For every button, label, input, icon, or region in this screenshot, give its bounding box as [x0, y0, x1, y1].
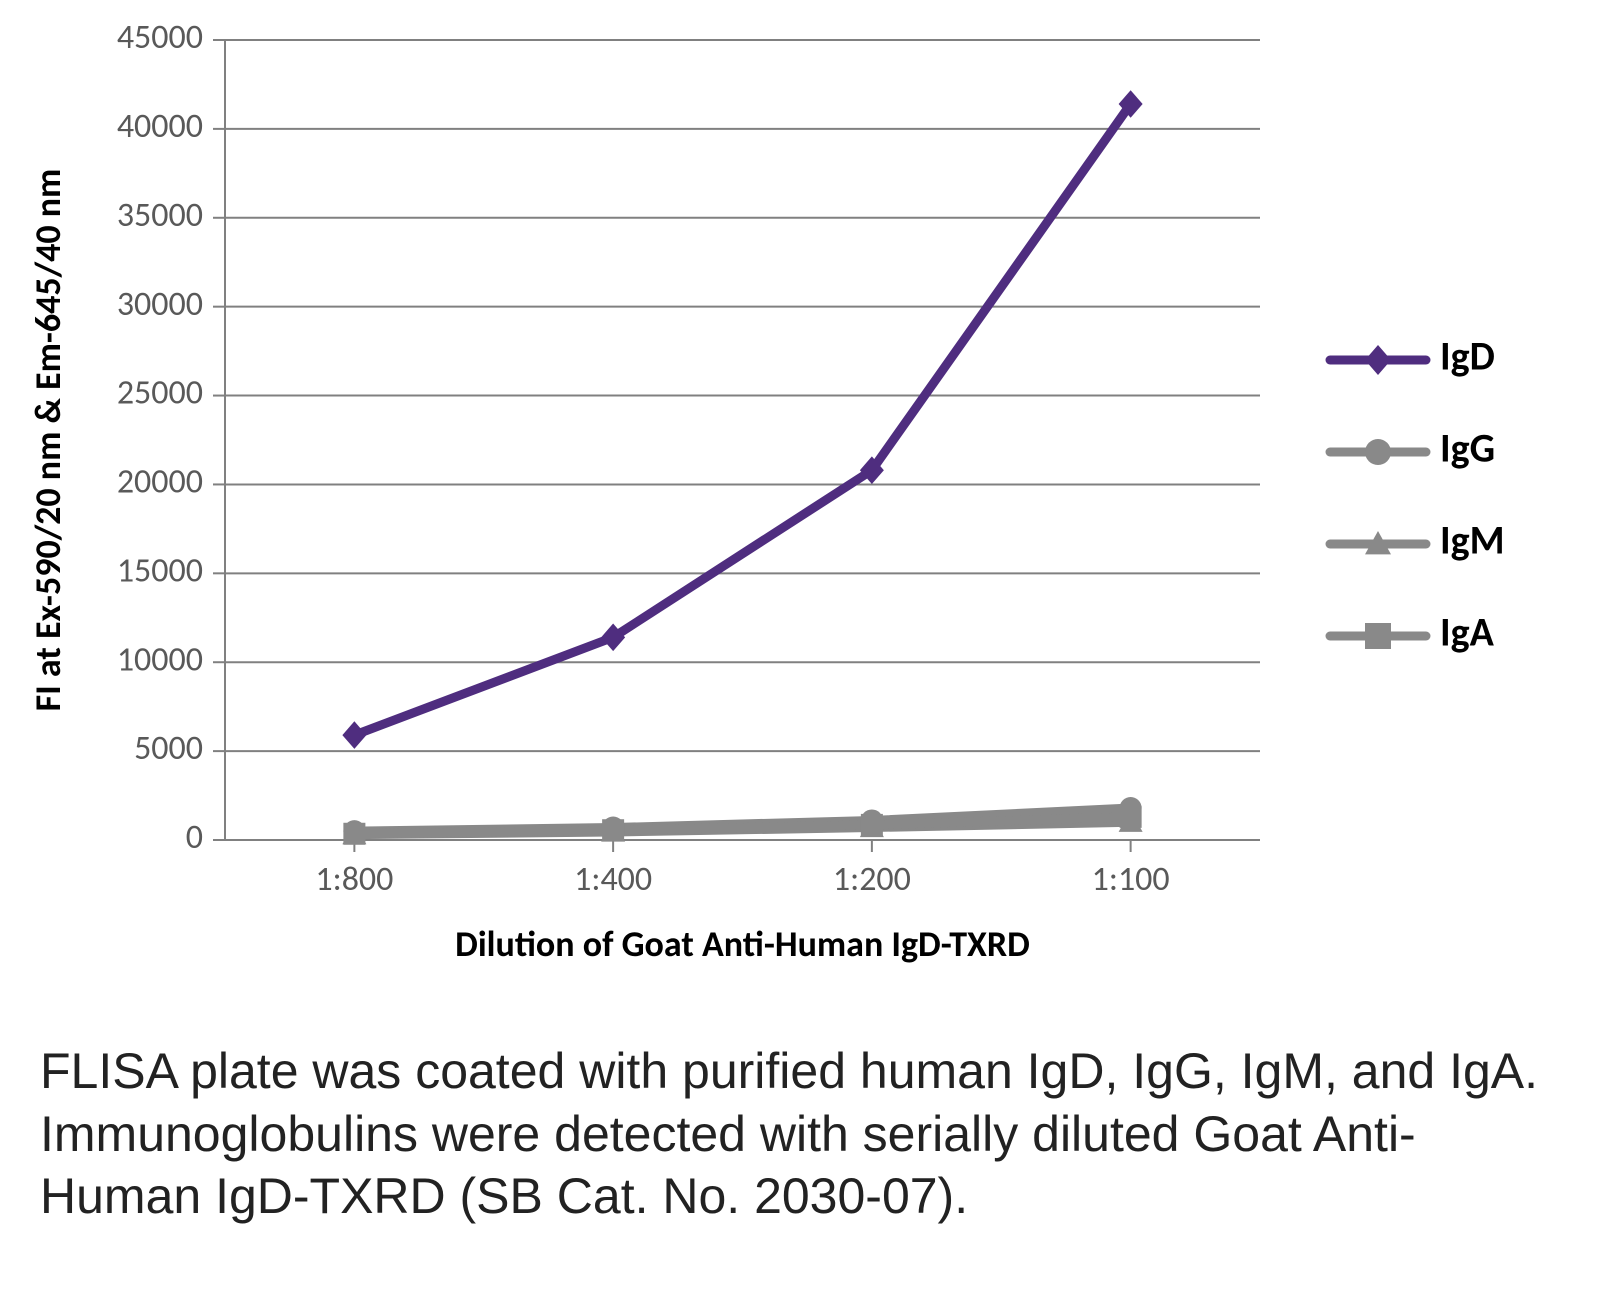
svg-text:30000: 30000	[117, 284, 203, 325]
flisa-line-chart: 0 5000 10000 15000 20000 25000 30000 35000 40000…	[0, 0, 1612, 1000]
svg-text:IgD: IgD	[1440, 332, 1495, 381]
svg-text:35000: 35000	[117, 195, 203, 236]
figure-caption: FLISA plate was coated with purified hum…	[40, 1040, 1572, 1228]
svg-text:1:200: 1:200	[833, 859, 911, 900]
svg-text:1:400: 1:400	[574, 859, 652, 900]
svg-text:IgA: IgA	[1440, 608, 1495, 657]
svg-text:IgM: IgM	[1440, 516, 1505, 565]
svg-text:10000: 10000	[117, 639, 203, 680]
svg-text:40000: 40000	[117, 106, 203, 147]
svg-text:45000: 45000	[117, 17, 203, 58]
svg-text:20000: 20000	[117, 462, 203, 503]
svg-text:0: 0	[186, 817, 203, 858]
svg-text:IgG: IgG	[1440, 424, 1495, 473]
svg-text:25000: 25000	[117, 373, 203, 414]
svg-text:FI at Ex-590/20 nm & Em-645/40: FI at Ex-590/20 nm & Em-645/40 nm	[26, 169, 70, 712]
svg-text:1:100: 1:100	[1092, 859, 1170, 900]
svg-text:Dilution of Goat Anti-Human Ig: Dilution of Goat Anti-Human IgD-TXRD	[455, 922, 1030, 966]
svg-text:1:800: 1:800	[315, 859, 393, 900]
svg-text:15000: 15000	[117, 550, 203, 591]
svg-text:5000: 5000	[134, 728, 203, 769]
